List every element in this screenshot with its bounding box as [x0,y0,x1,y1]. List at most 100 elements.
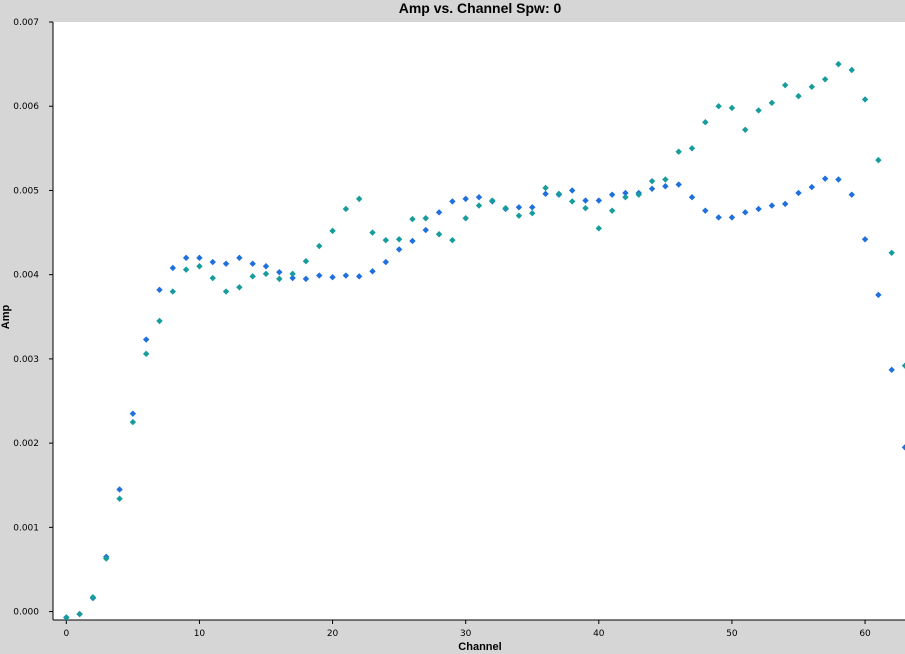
data-point [728,214,736,221]
data-point [63,614,70,621]
data-point [555,190,563,198]
data-point [808,183,816,191]
data-point [355,273,363,280]
data-point [316,242,323,250]
x-tick-label: 60 [859,629,871,639]
data-point [715,214,722,221]
y-tick-label: 0.002 [13,439,39,449]
data-point [435,209,443,216]
data-point [768,99,776,107]
data-point [289,274,296,282]
data-point [142,336,150,343]
data-points [63,60,905,621]
data-point [89,594,97,601]
x-tick-label: 0 [63,629,69,639]
y-tick-label: 0.007 [13,18,39,28]
data-point [289,270,296,278]
data-point [568,187,576,194]
data-point [236,284,243,291]
data-point [901,444,905,451]
data-point [582,204,589,212]
data-point [608,191,616,198]
data-point [142,350,150,358]
data-point [182,254,190,262]
data-point [848,191,855,198]
data-point [635,191,642,198]
y-tick-label: 0.003 [13,355,39,365]
data-point [222,288,230,295]
data-point [515,204,523,211]
data-point [129,418,137,426]
data-point [449,236,456,244]
data-point [728,104,736,112]
data-point [169,288,177,295]
x-tick-label: 10 [194,629,206,639]
data-point [861,236,869,243]
data-point [209,258,216,266]
data-point [835,176,842,183]
data-point [595,197,603,204]
x-axis-title: Channel [458,641,501,653]
data-point [742,209,749,216]
data-point [848,66,855,74]
data-point [608,207,616,214]
x-tick-label: 50 [726,629,738,639]
data-point [369,229,376,236]
data-point [795,189,802,197]
data-point [702,119,709,126]
x-tick-label: 40 [593,629,605,639]
chart-title: Amp vs. Channel Spw: 0 [399,0,562,16]
data-point [529,209,536,217]
data-point [209,274,216,282]
data-point [502,204,509,212]
data-point [249,260,256,267]
data-point [768,202,776,209]
data-point [262,270,270,278]
data-point [435,231,443,238]
data-point [675,148,682,155]
data-point [422,215,429,222]
data-point [662,183,669,190]
data-point [276,275,283,283]
data-point [316,272,323,279]
data-point [409,215,416,223]
x-tick-label: 20 [327,629,339,639]
data-point [129,410,137,417]
y-tick-label: 0.005 [13,186,39,196]
data-point [222,260,230,267]
data-point [861,96,869,103]
data-point [196,263,203,270]
data-point [688,193,696,201]
data-point [888,249,895,256]
data-point [116,486,123,493]
data-point [529,204,536,211]
data-point [781,81,789,89]
data-point [489,197,496,204]
data-point [648,177,656,185]
data-point [76,610,83,618]
data-point [808,83,816,91]
data-point [648,185,656,192]
data-point [422,226,429,234]
data-point [781,200,789,208]
y-tick-label: 0.006 [13,102,39,112]
y-tick-label: 0.001 [13,523,39,533]
data-point [342,272,350,279]
data-point [355,195,363,203]
data-point [875,291,882,299]
data-point [462,215,469,222]
data-point [542,184,549,192]
data-point [901,362,905,369]
data-point [156,317,163,325]
data-point [821,175,829,182]
data-point [302,275,310,283]
data-point [262,263,270,270]
data-point [542,190,549,198]
y-axis-ticks: 0.000 0.001 0.002 0.003 0.004 0.005 0.006 0.007 [13,18,53,618]
data-point [182,266,190,273]
data-point [302,258,310,265]
data-point [755,107,762,114]
data-point [169,264,177,272]
series-2-points [63,60,905,621]
